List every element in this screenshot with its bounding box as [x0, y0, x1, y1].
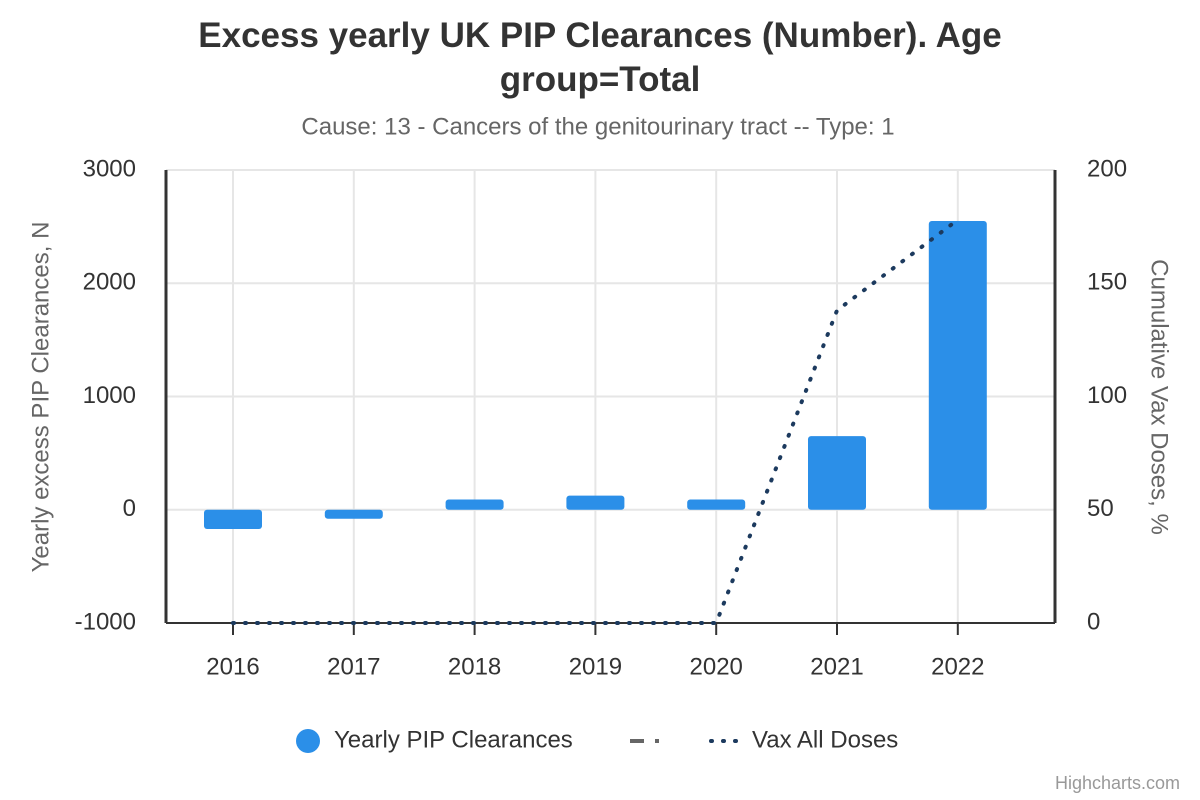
y-axis-label: Yearly excess PIP Clearances, N [27, 222, 54, 573]
y2-tick-label: 0 [1087, 608, 1100, 635]
x-tick-label: 2017 [327, 653, 380, 680]
bar [808, 436, 866, 510]
x-tick-label: 2018 [448, 653, 501, 680]
y2-tick-label: 200 [1087, 155, 1127, 182]
chart-subtitle: Cause: 13 - Cancers of the genitourinary… [301, 113, 894, 140]
x-tick-label: 2016 [206, 653, 259, 680]
line [231, 217, 960, 625]
credits: Highcharts.com [1055, 773, 1180, 793]
chart-title: Excess yearly UK PIP Clearances (Number)… [198, 16, 1002, 99]
y2-tick-label: 50 [1087, 495, 1114, 522]
x-tick-label: 2019 [569, 653, 622, 680]
y2-axis-label: Cumulative Vax Doses, % [1146, 259, 1173, 535]
y-tick-label: 0 [123, 495, 136, 522]
legend-symbol[interactable] [296, 729, 320, 753]
legend-label[interactable]: Vax All Doses [752, 726, 898, 753]
x-tick-label: 2020 [690, 653, 743, 680]
bar [566, 495, 625, 510]
bar [204, 509, 262, 530]
bar [445, 499, 504, 510]
bar [928, 220, 987, 510]
y2-tick-label: 100 [1087, 382, 1127, 409]
y-tick-label: 3000 [83, 155, 136, 182]
y-tick-label: 2000 [83, 269, 136, 296]
x-tick-label: 2022 [931, 653, 984, 680]
y2-tick-label: 150 [1087, 269, 1127, 296]
legend-label[interactable]: Yearly PIP Clearances [334, 726, 573, 753]
y-tick-label: -1000 [75, 608, 136, 635]
x-tick-label: 2021 [810, 653, 863, 680]
y-tick-label: 1000 [83, 382, 136, 409]
bar [324, 509, 383, 519]
bar [687, 499, 746, 510]
